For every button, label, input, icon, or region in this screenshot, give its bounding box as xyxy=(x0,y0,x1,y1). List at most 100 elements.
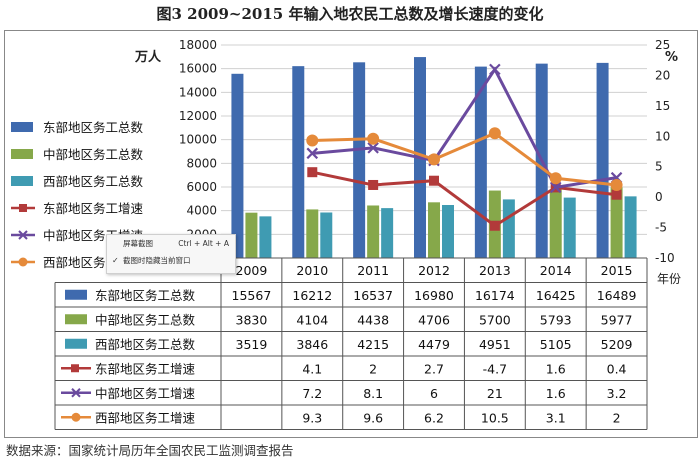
bar-1 xyxy=(292,66,305,258)
y-left-tick-label: 10000 xyxy=(179,133,217,147)
x-category-label: 2014 xyxy=(540,263,572,278)
line-point xyxy=(489,63,501,76)
table-cell: 4104 xyxy=(296,312,328,327)
line-point xyxy=(610,178,623,191)
table-cell: 16174 xyxy=(475,288,515,303)
line-point xyxy=(489,220,500,231)
table-cell: 15567 xyxy=(232,288,272,303)
table-cell: 2.7 xyxy=(424,361,444,376)
table-row-label: 中部地区务工增速 xyxy=(95,386,196,401)
line-point xyxy=(306,147,319,160)
menu-item-hide-window[interactable]: ✓ 截图时隐藏当前窗口 xyxy=(107,252,235,269)
table-row-label: 东部地区务工增速 xyxy=(95,361,196,376)
line-point xyxy=(306,134,319,147)
table-cell: 10.5 xyxy=(481,410,509,425)
series-line-3 xyxy=(312,131,617,187)
line-point xyxy=(549,172,562,185)
menu-item-screenshot[interactable]: 屏幕截图 Ctrl + Alt + A xyxy=(107,235,235,252)
table-cell: 4438 xyxy=(357,312,389,327)
line-point xyxy=(429,175,439,186)
legend-key-bar xyxy=(65,338,87,349)
line-point xyxy=(307,167,318,178)
menu-item-label: 截图时隐藏当前窗口 xyxy=(123,256,191,265)
y-right-tick-label: 20 xyxy=(655,68,670,82)
series-line-1 xyxy=(311,170,617,228)
line-point xyxy=(367,132,380,145)
table-cell: 9.6 xyxy=(363,410,383,425)
legend-label: 东部地区务工总数 xyxy=(43,120,144,135)
table-cell: 16425 xyxy=(536,288,576,303)
context-menu: 屏幕截图 Ctrl + Alt + A ✓ 截图时隐藏当前窗口 xyxy=(106,234,236,274)
chart-svg: 0200040006000800010000120001400016000180… xyxy=(11,38,681,430)
table-cell: 1.6 xyxy=(546,361,566,376)
legend-key-marker xyxy=(71,412,81,422)
bar-2 xyxy=(549,189,562,258)
table-cell: 5977 xyxy=(601,312,633,327)
table-cell: 5793 xyxy=(540,312,572,327)
table-cell: 4.1 xyxy=(302,361,322,376)
bar-2 xyxy=(367,205,380,258)
table-row-label: 东部地区务工总数 xyxy=(95,288,196,303)
y-right-tick-label: 25 xyxy=(655,38,670,52)
x-category-label: 2011 xyxy=(357,263,389,278)
y-left-tick-label: 8000 xyxy=(186,156,217,170)
legend-key-marker xyxy=(19,204,27,212)
table-cell: 16489 xyxy=(597,288,637,303)
table-cell: 6.2 xyxy=(424,410,444,425)
table-cell: 16212 xyxy=(292,288,332,303)
table-cell: 3.1 xyxy=(546,410,566,425)
y-right-tick-label: 5 xyxy=(655,160,663,174)
table-cell: 4215 xyxy=(357,337,389,352)
chart-title: 图3 2009~2015 年输入地农民工总数及增长速度的变化 xyxy=(156,5,544,23)
y-left-tick-label: 14000 xyxy=(179,85,217,99)
table-cell: 4951 xyxy=(479,337,511,352)
legend-key-bar xyxy=(11,122,33,132)
table-cell: 9.3 xyxy=(302,410,322,425)
bar-3 xyxy=(502,199,515,258)
y-right-tick-label: 15 xyxy=(655,99,670,113)
legend-label: 中部地区务工总数 xyxy=(43,147,144,162)
x-category-label: 2009 xyxy=(236,263,268,278)
table-cell: 5209 xyxy=(601,337,633,352)
line-point xyxy=(428,153,440,166)
bar-3 xyxy=(381,208,394,258)
y-right-tick-label: -10 xyxy=(655,251,675,265)
bar-2 xyxy=(306,209,319,258)
y-right-tick-label: 0 xyxy=(655,190,663,204)
check-icon: ✓ xyxy=(112,256,119,265)
y-left-tick-label: 6000 xyxy=(186,180,217,194)
legend-key-bar xyxy=(11,149,33,159)
table-cell: 2 xyxy=(613,410,621,425)
table-cell: 5105 xyxy=(540,337,572,352)
line-point xyxy=(368,179,379,190)
series-line-2 xyxy=(312,66,617,190)
legend-key-marker xyxy=(18,257,28,267)
table-cell: 3519 xyxy=(236,337,268,352)
table-cell: 8.1 xyxy=(363,386,383,401)
y-left-tick-label: 16000 xyxy=(179,62,217,76)
table-cell: 4479 xyxy=(418,337,450,352)
legend-key-marker xyxy=(71,388,81,398)
table-cell: 0.4 xyxy=(607,361,627,376)
legend-key-bar xyxy=(65,289,87,300)
y-left-tick-label: 12000 xyxy=(179,109,217,123)
bar-2 xyxy=(428,202,440,258)
table-cell: 7.2 xyxy=(302,386,322,401)
source-note: 数据来源：国家统计局历年全国农民工监测调查报告 xyxy=(6,443,294,458)
y-right-tick-label: -5 xyxy=(655,221,667,235)
table-cell: 3.2 xyxy=(607,386,627,401)
bar-2 xyxy=(610,187,623,258)
table-cell: 5700 xyxy=(479,312,511,327)
line-point xyxy=(367,142,379,154)
table-cell: 21 xyxy=(487,386,503,401)
legend-key-bar xyxy=(11,176,33,186)
legend-key-bar xyxy=(65,314,87,325)
y-left-axis-label: 万人 xyxy=(134,49,162,65)
chart-frame: 0200040006000800010000120001400016000180… xyxy=(4,30,698,438)
table-cell: 3846 xyxy=(296,337,328,352)
menu-item-label: 屏幕截图 xyxy=(123,239,153,248)
bar-1 xyxy=(596,62,609,259)
line-point xyxy=(488,127,501,140)
bar-3 xyxy=(259,216,272,258)
line-point xyxy=(549,181,562,194)
